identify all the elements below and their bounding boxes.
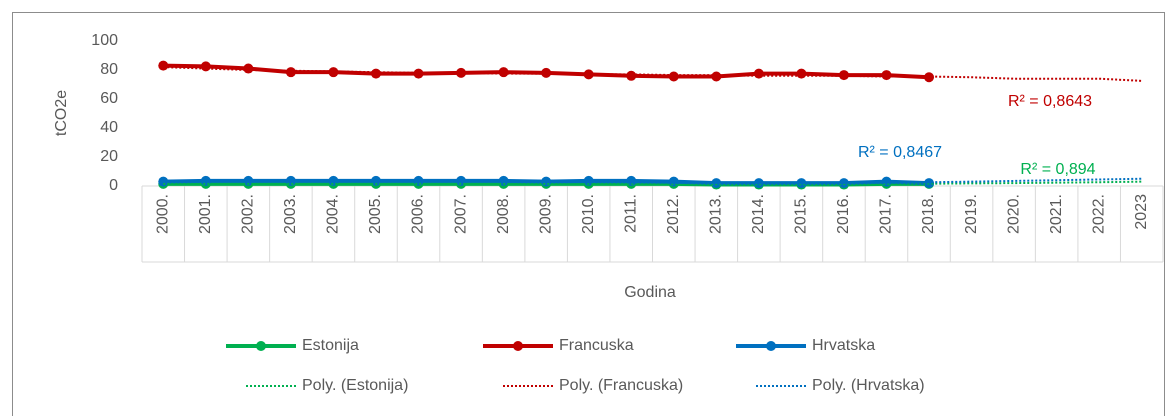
trend-line xyxy=(163,180,1142,186)
legend-label: Poly. (Estonija) xyxy=(302,377,408,394)
y-tick-label: 60 xyxy=(100,90,118,107)
point xyxy=(753,178,764,189)
x-tick-label: 2000. xyxy=(154,194,171,234)
point xyxy=(668,71,679,82)
y-tick-label: 40 xyxy=(100,119,118,136)
x-tick-label: 2012. xyxy=(665,194,682,234)
point xyxy=(541,67,552,78)
point xyxy=(370,68,381,79)
x-tick-label: 2003. xyxy=(282,194,299,234)
x-tick-label: 2019. xyxy=(963,194,980,234)
point xyxy=(796,68,807,79)
x-tick-label: 2016. xyxy=(835,194,852,234)
legend-label: Estonija xyxy=(302,337,359,354)
point xyxy=(158,60,169,71)
x-tick-label: 2021. xyxy=(1048,194,1065,234)
x-tick-label: 2001. xyxy=(197,194,214,234)
x-tick-label: 2015. xyxy=(793,194,810,234)
trend-line xyxy=(163,66,1142,82)
point xyxy=(328,67,339,78)
annotation: R² = 0,894 xyxy=(1020,161,1095,178)
y-tick-label: 100 xyxy=(91,32,118,49)
point xyxy=(583,175,594,186)
trend-line xyxy=(163,177,1142,185)
x-tick-label: 2007. xyxy=(452,194,469,234)
x-tick-label: 2008. xyxy=(495,194,512,234)
legend-marker xyxy=(256,341,266,351)
point xyxy=(626,70,637,81)
legend-label: Francuska xyxy=(559,337,634,354)
point xyxy=(881,176,892,187)
x-tick-label: 2010. xyxy=(580,194,597,234)
point xyxy=(285,67,296,78)
x-tick-label: 2017. xyxy=(878,194,895,234)
x-tick-label: 2022. xyxy=(1090,194,1107,234)
x-tick-label: 2018. xyxy=(920,194,937,234)
x-tick-label: 2002. xyxy=(240,194,257,234)
legend-label: Poly. (Francuska) xyxy=(559,377,683,394)
x-tick-label: 2023 xyxy=(1133,194,1150,230)
point xyxy=(200,61,211,72)
y-tick-label: 80 xyxy=(100,61,118,78)
point xyxy=(881,70,892,81)
x-tick-label: 2005. xyxy=(367,194,384,234)
x-tick-label: 2011. xyxy=(622,194,639,233)
point xyxy=(668,176,679,187)
y-tick-label: 0 xyxy=(109,177,118,194)
point xyxy=(243,63,254,74)
legend-label: Poly. (Hrvatska) xyxy=(812,377,925,394)
x-tick-label: 2006. xyxy=(410,194,427,234)
x-tick-label: 2014. xyxy=(750,194,767,234)
x-tick-label: 2013. xyxy=(708,194,725,234)
x-tick-label: 2004. xyxy=(325,194,342,234)
annotation: R² = 0,8467 xyxy=(858,144,942,161)
legend-label: Hrvatska xyxy=(812,337,875,354)
chart-border xyxy=(12,12,1165,416)
y-axis-label: tCO2e xyxy=(53,90,70,136)
point xyxy=(200,175,211,186)
legend-marker xyxy=(513,341,523,351)
x-tick-label: 2009. xyxy=(537,194,554,234)
y-tick-label: 20 xyxy=(100,148,118,165)
point xyxy=(413,175,424,186)
point xyxy=(711,71,722,82)
point xyxy=(753,68,764,79)
x-tick-label: 2020. xyxy=(1005,194,1022,234)
point xyxy=(541,176,552,187)
point xyxy=(413,68,424,79)
legend-marker xyxy=(766,341,776,351)
point xyxy=(498,67,509,78)
x-axis-label: Godina xyxy=(624,284,676,301)
annotation: R² = 0,8643 xyxy=(1008,93,1092,110)
point xyxy=(796,178,807,189)
